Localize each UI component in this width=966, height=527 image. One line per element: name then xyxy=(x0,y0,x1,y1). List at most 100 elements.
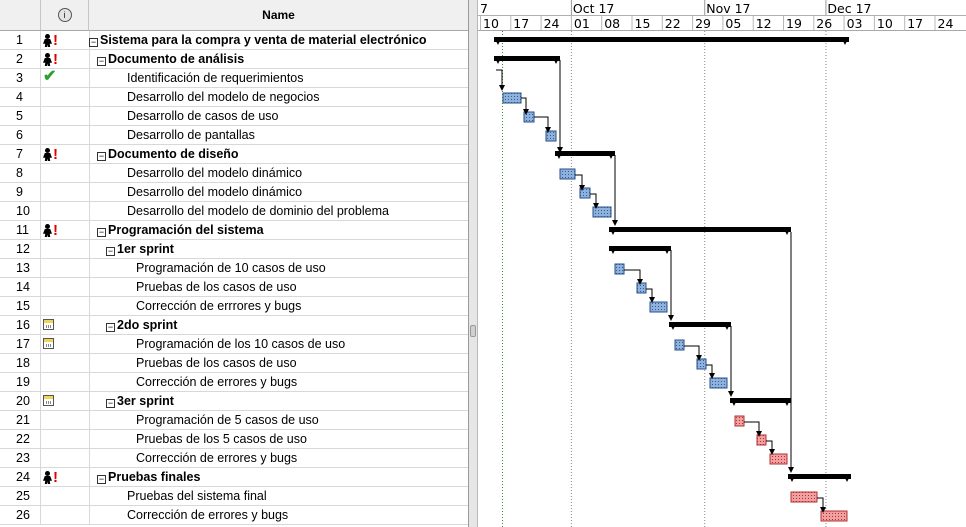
split-divider[interactable] xyxy=(469,0,478,527)
task-bar[interactable] xyxy=(523,111,535,123)
task-name-cell[interactable]: −1er sprint xyxy=(89,240,468,258)
row-number[interactable]: 4 xyxy=(0,88,41,106)
task-row[interactable]: 24! − Pruebas finales xyxy=(0,468,468,487)
task-row[interactable]: 11! − Programación del sistema xyxy=(0,221,468,240)
critical-task-bar[interactable] xyxy=(790,491,818,503)
task-bar[interactable] xyxy=(545,130,557,142)
task-row[interactable]: 22 Pruebas de los 5 casos de uso xyxy=(0,430,468,449)
completed-check-icon[interactable]: ✔ xyxy=(43,68,57,85)
task-name-cell[interactable]: − Programación del sistema xyxy=(89,221,468,239)
task-row[interactable]: 6 Desarrollo de pantallas xyxy=(0,126,468,145)
task-row[interactable]: 1! − Sistema para la compra y venta de mat… xyxy=(0,31,468,50)
collapse-toggle-icon[interactable]: − xyxy=(106,322,115,332)
resource-person-icon[interactable] xyxy=(43,53,52,66)
overallocation-alert-icon[interactable]: ! xyxy=(53,469,58,486)
task-bar[interactable] xyxy=(636,282,647,294)
summary-bar[interactable] xyxy=(730,398,791,403)
task-name-cell[interactable]: Identificación de requerimientos xyxy=(89,69,468,87)
task-name-cell[interactable]: Desarrollo del modelo dinámico xyxy=(89,164,468,182)
task-bar[interactable] xyxy=(709,377,728,389)
summary-bar[interactable] xyxy=(494,56,560,61)
row-number[interactable]: 24 xyxy=(0,468,41,486)
row-number[interactable]: 12 xyxy=(0,240,41,258)
task-row[interactable]: 17 Programación de los 10 casos de uso xyxy=(0,335,468,354)
calendar-constraint-icon[interactable] xyxy=(43,319,54,330)
task-bar[interactable] xyxy=(592,206,612,218)
task-row[interactable]: 14 Pruebas de los casos de uso xyxy=(0,278,468,297)
summary-bar[interactable] xyxy=(494,37,849,42)
task-name-cell[interactable]: Programación de 10 casos de uso xyxy=(89,259,468,277)
row-number[interactable]: 14 xyxy=(0,278,41,296)
collapse-toggle-icon[interactable]: − xyxy=(106,398,115,408)
task-bar[interactable] xyxy=(614,263,625,275)
task-name-cell[interactable]: Programación de los 10 casos de uso xyxy=(89,335,468,353)
summary-bar[interactable] xyxy=(669,322,731,327)
row-number[interactable]: 9 xyxy=(0,183,41,201)
task-row[interactable]: 10 Desarrollo del modelo de dominio del p… xyxy=(0,202,468,221)
collapse-toggle-icon[interactable]: − xyxy=(89,37,98,47)
task-name-cell[interactable]: Pruebas de los casos de uso xyxy=(89,354,468,372)
task-name-cell[interactable]: Desarrollo del modelo de negocios xyxy=(89,88,468,106)
row-number[interactable]: 21 xyxy=(0,411,41,429)
row-number[interactable]: 17 xyxy=(0,335,41,353)
task-row[interactable]: 8 Desarrollo del modelo dinámico xyxy=(0,164,468,183)
critical-task-bar[interactable] xyxy=(756,434,767,446)
row-number[interactable]: 23 xyxy=(0,449,41,467)
name-column-header[interactable]: Name xyxy=(89,0,468,31)
task-row[interactable]: 21 Programación de 5 casos de uso xyxy=(0,411,468,430)
overallocation-alert-icon[interactable]: ! xyxy=(53,32,58,49)
row-number[interactable]: 11 xyxy=(0,221,41,239)
row-number[interactable]: 25 xyxy=(0,487,41,505)
row-number[interactable]: 3 xyxy=(0,69,41,87)
task-row[interactable]: 19 Corrección de errores y bugs xyxy=(0,373,468,392)
task-name-cell[interactable]: Corrección de errores y bugs xyxy=(89,449,468,467)
resource-person-icon[interactable] xyxy=(43,471,52,484)
task-row[interactable]: 7! − Documento de diseño xyxy=(0,145,468,164)
row-number[interactable]: 10 xyxy=(0,202,41,220)
row-number[interactable]: 16 xyxy=(0,316,41,334)
row-number[interactable]: 18 xyxy=(0,354,41,372)
indicators-header[interactable]: i xyxy=(41,0,89,31)
calendar-constraint-icon[interactable] xyxy=(43,338,54,349)
calendar-constraint-icon[interactable] xyxy=(43,395,54,406)
task-name-cell[interactable]: − Documento de diseño xyxy=(89,145,468,163)
task-row[interactable]: 4 Desarrollo del modelo de negocios xyxy=(0,88,468,107)
task-row[interactable]: 20 −3er sprint xyxy=(0,392,468,411)
summary-bar[interactable] xyxy=(788,474,851,479)
task-bar[interactable] xyxy=(559,168,576,180)
row-number[interactable]: 6 xyxy=(0,126,41,144)
task-name-cell[interactable]: Desarrollo de pantallas xyxy=(89,126,468,144)
summary-bar[interactable] xyxy=(555,151,615,156)
row-number[interactable]: 5 xyxy=(0,107,41,125)
task-name-cell[interactable]: Desarrollo del modelo de dominio del pro… xyxy=(89,202,468,220)
critical-task-bar[interactable] xyxy=(820,510,848,522)
summary-bar[interactable] xyxy=(609,227,791,232)
row-number[interactable]: 20 xyxy=(0,392,41,410)
collapse-toggle-icon[interactable]: − xyxy=(97,227,106,237)
task-name-cell[interactable]: Pruebas del sistema final xyxy=(89,487,468,505)
task-row[interactable]: 5 Desarrollo de casos de uso xyxy=(0,107,468,126)
task-name-cell[interactable]: − Sistema para la compra y venta de mater… xyxy=(89,31,468,49)
row-number[interactable]: 8 xyxy=(0,164,41,182)
task-bar[interactable] xyxy=(649,301,668,313)
task-name-cell[interactable]: Pruebas de los casos de uso xyxy=(89,278,468,296)
row-number-header[interactable] xyxy=(0,0,41,31)
overallocation-alert-icon[interactable]: ! xyxy=(53,222,58,239)
task-row[interactable]: 16 −2do sprint xyxy=(0,316,468,335)
row-number[interactable]: 15 xyxy=(0,297,41,315)
task-row[interactable]: 18 Pruebas de los casos de uso xyxy=(0,354,468,373)
row-number[interactable]: 7 xyxy=(0,145,41,163)
task-row[interactable]: 25 Pruebas del sistema final xyxy=(0,487,468,506)
task-name-cell[interactable]: − Pruebas finales xyxy=(89,468,468,486)
collapse-toggle-icon[interactable]: − xyxy=(97,56,106,66)
task-name-cell[interactable]: Corrección de errores y bugs xyxy=(89,506,468,524)
task-name-cell[interactable]: −3er sprint xyxy=(89,392,468,410)
task-bar[interactable] xyxy=(674,339,685,351)
critical-task-bar[interactable] xyxy=(769,453,788,465)
task-name-cell[interactable]: Programación de 5 casos de uso xyxy=(89,411,468,429)
task-name-cell[interactable]: Corrección de errores y bugs xyxy=(89,373,468,391)
divider-grip[interactable] xyxy=(470,325,476,337)
overallocation-alert-icon[interactable]: ! xyxy=(53,146,58,163)
task-name-cell[interactable]: Desarrollo de casos de uso xyxy=(89,107,468,125)
overallocation-alert-icon[interactable]: ! xyxy=(53,51,58,68)
